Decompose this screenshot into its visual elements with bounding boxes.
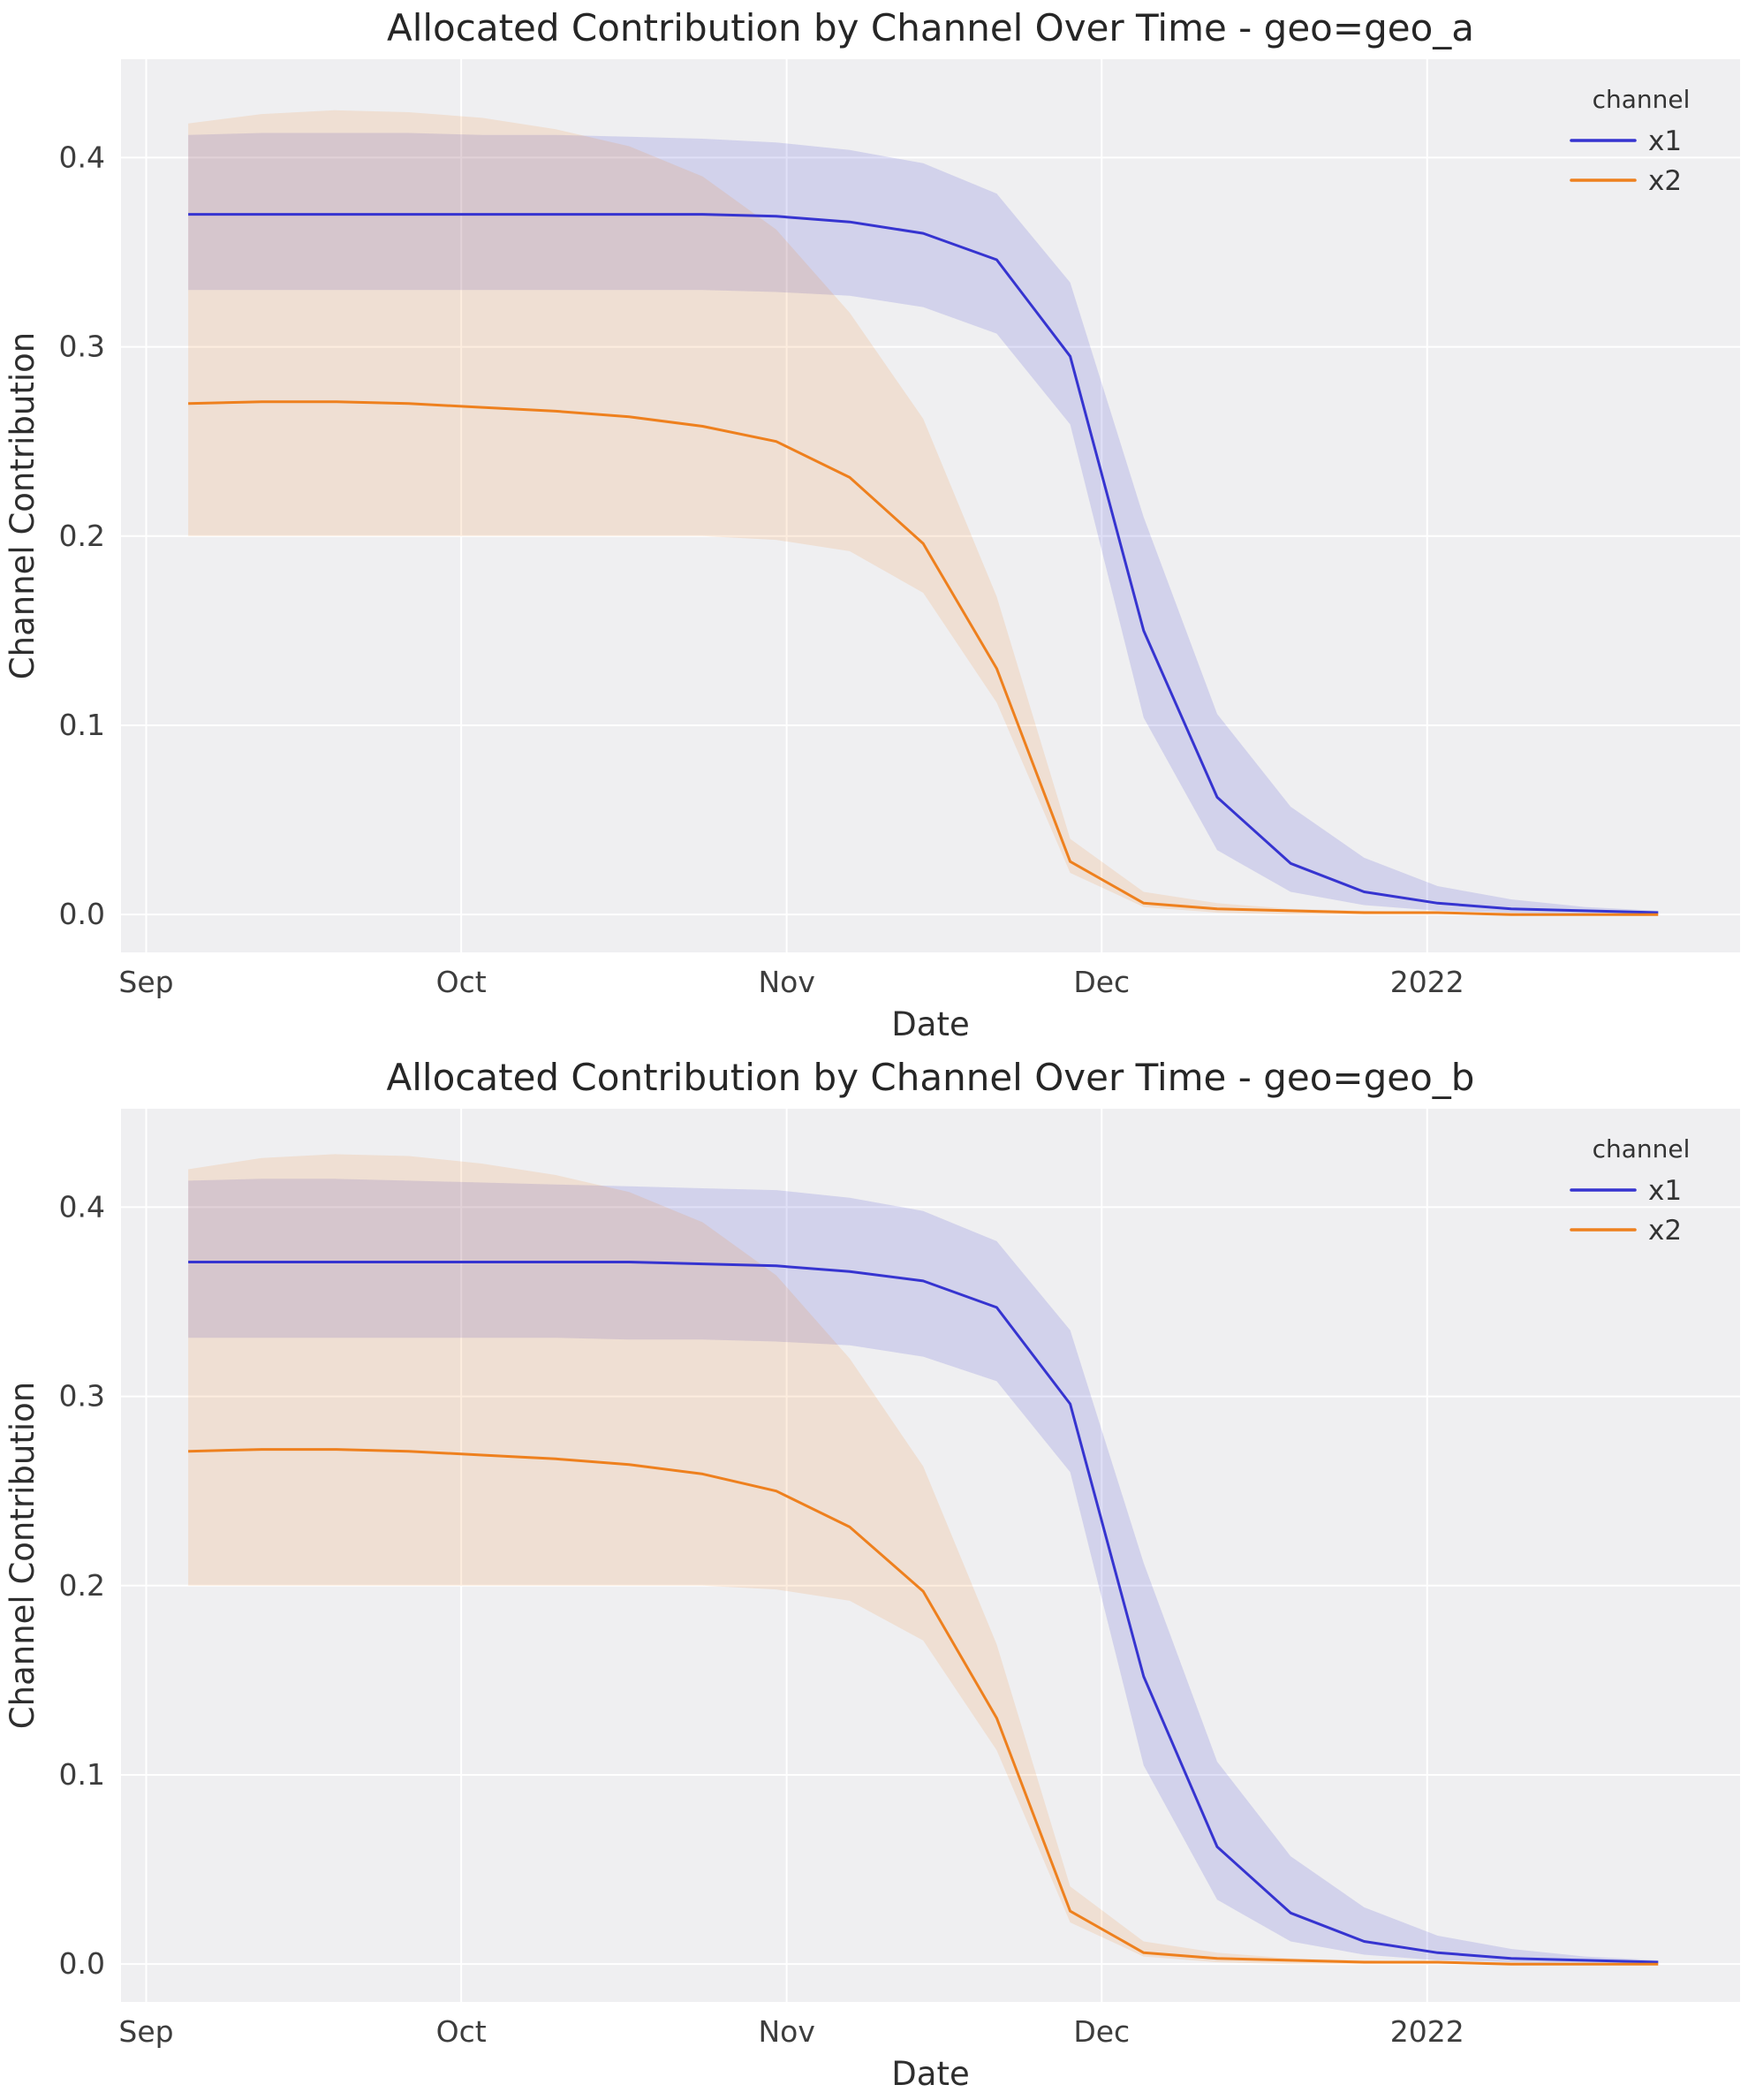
x-axis-label: Date bbox=[891, 1005, 969, 1043]
y-tick-label: 0.3 bbox=[59, 330, 105, 364]
plot-background bbox=[121, 1109, 1740, 2002]
x-tick-label: Oct bbox=[436, 2014, 487, 2049]
confidence-band-x2 bbox=[188, 1154, 1659, 1965]
legend: channel x1 x2 bbox=[1570, 85, 1691, 197]
y-tick-label: 0.2 bbox=[59, 519, 105, 553]
y-tick-label: 0.0 bbox=[59, 1946, 105, 1981]
y-axis-label: Channel Contribution bbox=[4, 332, 42, 679]
chart-geo-b: Allocated Contribution by Channel Over T… bbox=[4, 1056, 1740, 2093]
series-line-x2 bbox=[188, 400, 1659, 916]
x-tick-label: 2022 bbox=[1390, 965, 1464, 999]
legend-title: channel bbox=[1593, 85, 1691, 114]
y-tick-label: 0.2 bbox=[59, 1568, 105, 1603]
plot-background bbox=[121, 59, 1740, 952]
legend-label-x1: x1 bbox=[1648, 1175, 1682, 1207]
x-tick-label: Oct bbox=[436, 965, 487, 999]
confidence-band-x1 bbox=[188, 133, 1659, 915]
series-line-x2 bbox=[188, 1448, 1659, 1966]
chart-title: Allocated Contribution by Channel Over T… bbox=[387, 1056, 1475, 1099]
y-axis-label: Channel Contribution bbox=[4, 1382, 42, 1729]
x-tick-label: Nov bbox=[758, 2014, 814, 2049]
legend-label-x2: x2 bbox=[1648, 165, 1682, 197]
legend-label-x1: x1 bbox=[1648, 125, 1682, 157]
chart-geo-a: Allocated Contribution by Channel Over T… bbox=[4, 6, 1740, 1043]
chart-title: Allocated Contribution by Channel Over T… bbox=[387, 6, 1474, 49]
x-tick-label: Dec bbox=[1073, 2014, 1130, 2049]
x-tick-label: Sep bbox=[118, 2014, 173, 2049]
series-line-x1 bbox=[188, 213, 1659, 914]
legend-label-x2: x2 bbox=[1648, 1215, 1682, 1247]
legend: channel x1 x2 bbox=[1570, 1134, 1691, 1247]
x-tick-label: 2022 bbox=[1390, 2014, 1464, 2049]
confidence-band-x1 bbox=[188, 1179, 1659, 1965]
legend-title: channel bbox=[1593, 1134, 1691, 1164]
x-tick-label: Sep bbox=[118, 965, 173, 999]
y-tick-label: 0.3 bbox=[59, 1379, 105, 1414]
y-tick-label: 0.1 bbox=[59, 708, 105, 742]
y-tick-label: 0.0 bbox=[59, 897, 105, 931]
x-tick-label: Dec bbox=[1073, 965, 1130, 999]
y-tick-label: 0.4 bbox=[59, 1189, 105, 1224]
series-line-x1 bbox=[188, 1261, 1659, 1964]
confidence-band-x2 bbox=[188, 110, 1659, 915]
y-tick-label: 0.1 bbox=[59, 1757, 105, 1792]
y-tick-label: 0.4 bbox=[59, 140, 105, 174]
x-axis-label: Date bbox=[891, 2055, 969, 2093]
x-tick-label: Nov bbox=[758, 965, 814, 999]
